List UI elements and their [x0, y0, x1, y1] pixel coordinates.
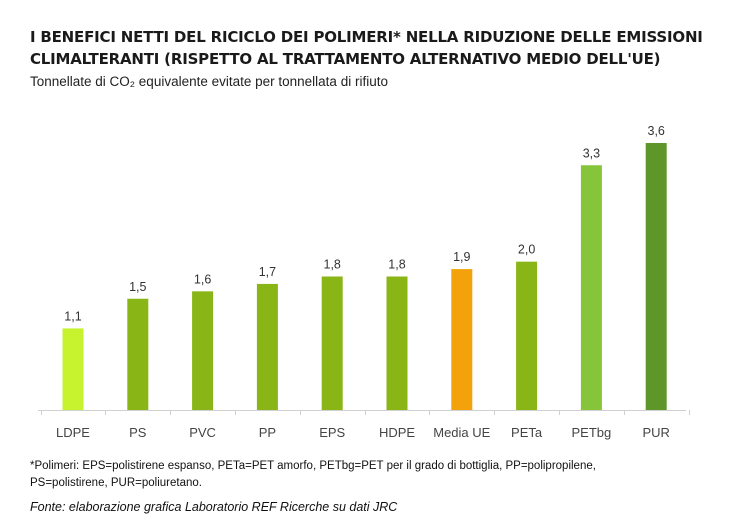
footnote-line-1: *Polimeri: EPS=polistirene espanso, PETa…	[30, 460, 596, 472]
bar-pvc	[192, 291, 214, 410]
bar-peta	[516, 261, 538, 410]
category-label: PETbg	[572, 425, 612, 440]
bar-chart: 1,1 LDPE 1,5 PS 1,6 PVC 1,7 PP 1,8 EPS 1,8 HDPE 1,9 M…	[38, 124, 690, 440]
category-label: PUR	[642, 425, 669, 440]
source-note: Fonte: elaborazione grafica Laboratorio …	[30, 500, 398, 514]
data-label: 1,6	[194, 272, 211, 286]
data-label: 2,0	[518, 243, 535, 257]
data-label: 1,1	[64, 309, 81, 323]
bar-hdpe	[386, 276, 408, 410]
category-label: PETa	[511, 425, 543, 440]
category-label: PS	[129, 425, 147, 440]
category-label: LDPE	[56, 425, 90, 440]
category-label: PVC	[189, 425, 216, 440]
bar-pur	[645, 143, 667, 410]
chart-title: I BENEFICI NETTI DEL RICICLO DEI POLIMER…	[30, 28, 703, 68]
data-label: 1,8	[388, 258, 405, 272]
data-label: 1,7	[259, 265, 276, 279]
footnote-line-2: PS=polistirene, PUR=poliuretano.	[30, 477, 202, 489]
data-label: 1,5	[129, 280, 146, 294]
category-label: EPS	[319, 425, 345, 440]
bar-ps	[127, 298, 149, 410]
bar-media-ue	[451, 269, 473, 410]
bar-pp	[256, 283, 278, 410]
bar-ldpe	[62, 328, 84, 410]
footnote: *Polimeri: EPS=polistirene espanso, PETa…	[30, 458, 710, 492]
category-label: PP	[259, 425, 276, 440]
bar-petbg	[580, 165, 602, 410]
bar-eps	[321, 276, 343, 410]
category-label: HDPE	[379, 425, 415, 440]
data-label: 1,8	[324, 258, 341, 272]
data-label: 3,6	[648, 124, 665, 138]
data-label: 1,9	[453, 250, 470, 264]
category-label: Media UE	[433, 425, 490, 440]
data-label: 3,3	[583, 146, 600, 160]
chart-subtitle: Tonnellate di CO₂ equivalente evitate pe…	[30, 74, 388, 89]
